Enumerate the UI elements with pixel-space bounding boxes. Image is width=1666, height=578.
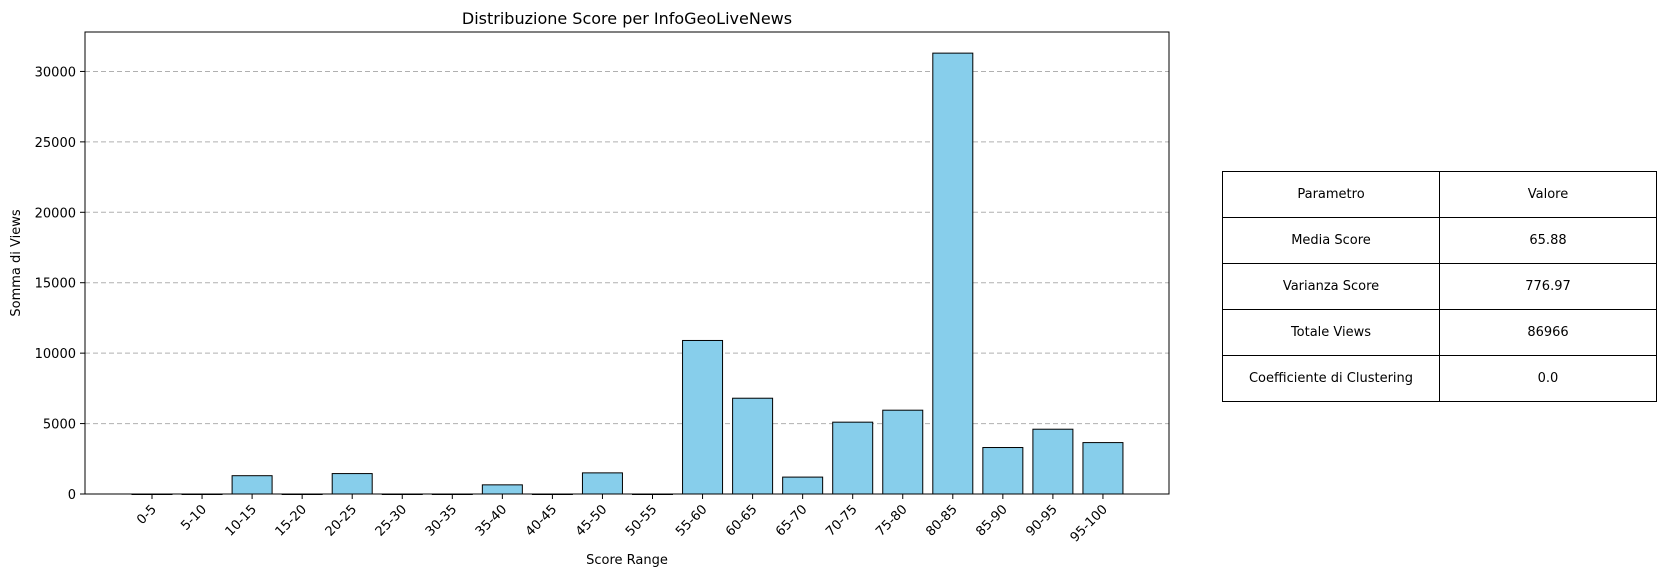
param-cell: Varianza Score xyxy=(1222,263,1440,310)
bar-20-25 xyxy=(331,473,373,495)
x-axis-ticks: 0-5 5-10 10-15 15-20 20-25 25-30 30-35 35-40 40-… xyxy=(134,494,1111,545)
table-row: Totale Views 86966 xyxy=(1222,309,1657,356)
y-tick-label: 20000 xyxy=(35,206,76,221)
x-tick-label: 35-40 xyxy=(473,502,510,539)
bar-70-75 xyxy=(832,421,874,495)
x-tick-label: 20-25 xyxy=(323,502,360,539)
bar-35-40 xyxy=(481,484,523,495)
x-tick-label: 40-45 xyxy=(523,502,560,539)
y-tick-label: 0 xyxy=(68,488,76,503)
y-axis-label: Somma di Views xyxy=(9,209,24,316)
param-cell: Totale Views xyxy=(1222,309,1440,356)
table-row: Varianza Score 776.97 xyxy=(1222,263,1657,310)
x-tick-label: 45-50 xyxy=(573,502,610,539)
table-row: Media Score 65.88 xyxy=(1222,217,1657,264)
table-header-row: Parametro Valore xyxy=(1222,171,1657,218)
param-cell: Coefficiente di Clustering xyxy=(1222,355,1440,402)
bar-45-50 xyxy=(581,472,623,495)
table-row: Coefficiente di Clustering 0.0 xyxy=(1222,355,1657,402)
x-axis-label: Score Range xyxy=(586,553,668,568)
x-tick-label: 60-65 xyxy=(723,502,760,539)
grid-lines xyxy=(85,70,1169,425)
x-tick-label: 55-60 xyxy=(673,502,710,539)
y-tick-label: 15000 xyxy=(35,277,76,292)
table-header-cell: Valore xyxy=(1439,171,1657,218)
value-cell: 776.97 xyxy=(1439,263,1657,310)
bars xyxy=(131,52,1124,495)
bar-80-85 xyxy=(932,52,974,495)
x-tick-label: 70-75 xyxy=(823,502,860,539)
x-tick-label: 10-15 xyxy=(223,502,260,539)
y-tick-label: 5000 xyxy=(43,418,76,433)
x-tick-label: 5-10 xyxy=(178,502,209,533)
param-cell: Media Score xyxy=(1222,217,1440,264)
bar-55-60 xyxy=(682,339,724,495)
chart-title: Distribuzione Score per InfoGeoLiveNews xyxy=(462,9,792,28)
y-tick-label: 25000 xyxy=(35,136,76,151)
table-header-cell: Parametro xyxy=(1222,171,1440,218)
x-tick-label: 75-80 xyxy=(873,502,910,539)
bar-chart: 0 5000 10000 15000 20000 25000 30000 0-5 5-10 10… xyxy=(9,9,1170,568)
x-tick-label: 65-70 xyxy=(773,502,810,539)
value-cell: 0.0 xyxy=(1439,355,1657,402)
x-tick-label: 25-30 xyxy=(373,502,410,539)
stats-table: Parametro Valore Media Score 65.88 Varianza … xyxy=(1222,171,1657,402)
bar-90-95 xyxy=(1032,428,1074,495)
x-tick-label: 95-100 xyxy=(1068,502,1111,545)
y-tick-label: 30000 xyxy=(35,65,76,80)
bar-10-15 xyxy=(231,475,273,495)
x-tick-label: 80-85 xyxy=(923,502,960,539)
x-tick-label: 15-20 xyxy=(273,502,310,539)
x-tick-label: 50-55 xyxy=(623,502,660,539)
value-cell: 86966 xyxy=(1439,309,1657,356)
bar-95-100 xyxy=(1082,442,1124,495)
x-tick-label: 85-90 xyxy=(973,502,1010,539)
bar-75-80 xyxy=(882,409,924,495)
x-tick-label: 90-95 xyxy=(1023,502,1060,539)
y-axis-ticks: 0 5000 10000 15000 20000 25000 30000 xyxy=(35,65,85,503)
y-tick-label: 10000 xyxy=(35,347,76,362)
plot-frame xyxy=(84,31,1170,495)
x-tick-label: 30-35 xyxy=(423,502,460,539)
bar-65-70 xyxy=(782,476,824,495)
bar-60-65 xyxy=(732,397,774,495)
bar-85-90 xyxy=(982,447,1024,495)
value-cell: 65.88 xyxy=(1439,217,1657,264)
x-tick-label: 0-5 xyxy=(134,502,160,528)
